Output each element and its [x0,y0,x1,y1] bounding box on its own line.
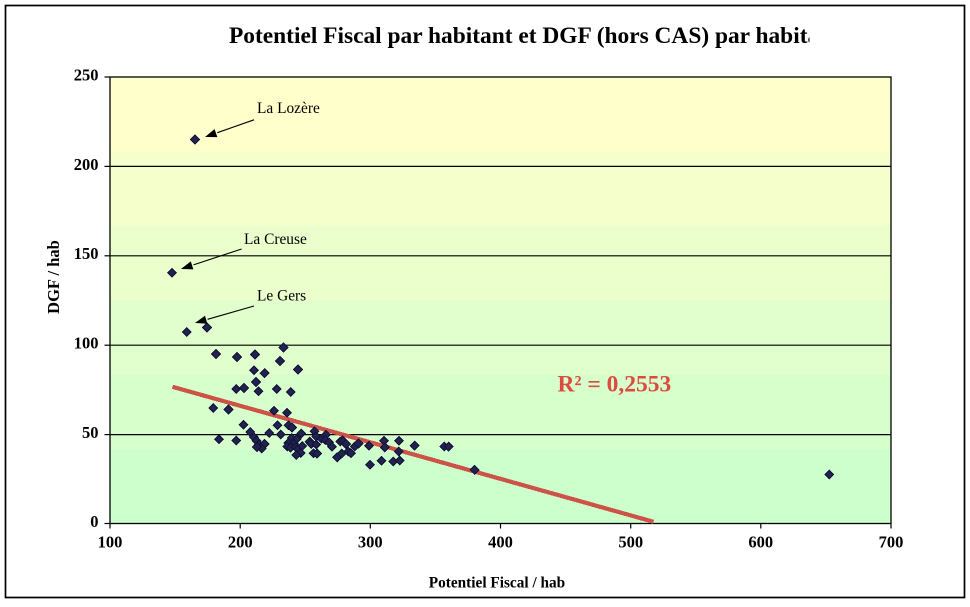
svg-text:600: 600 [748,533,773,552]
svg-text:0: 0 [90,512,98,531]
svg-text:700: 700 [879,533,904,552]
svg-text:150: 150 [74,244,99,263]
svg-text:500: 500 [618,533,643,552]
svg-text:Potentiel Fiscal / hab: Potentiel Fiscal / hab [429,575,565,592]
svg-text:250: 250 [74,65,99,84]
svg-text:DGF / hab: DGF / hab [44,240,63,314]
svg-text:100: 100 [74,334,99,353]
svg-text:100: 100 [98,533,123,552]
svg-text:400: 400 [488,533,513,552]
svg-text:La Lozère: La Lozère [257,100,320,117]
svg-text:200: 200 [74,155,99,174]
svg-text:La Creuse: La Creuse [244,231,307,248]
svg-text:R² = 0,2553: R² = 0,2553 [558,372,672,398]
svg-text:300: 300 [358,533,383,552]
svg-text:200: 200 [228,533,253,552]
svg-text:50: 50 [82,423,99,442]
svg-text:Potentiel Fiscal par habitant: Potentiel Fiscal par habitant et DGF (ho… [229,23,840,49]
svg-text:Le Gers: Le Gers [257,288,306,305]
